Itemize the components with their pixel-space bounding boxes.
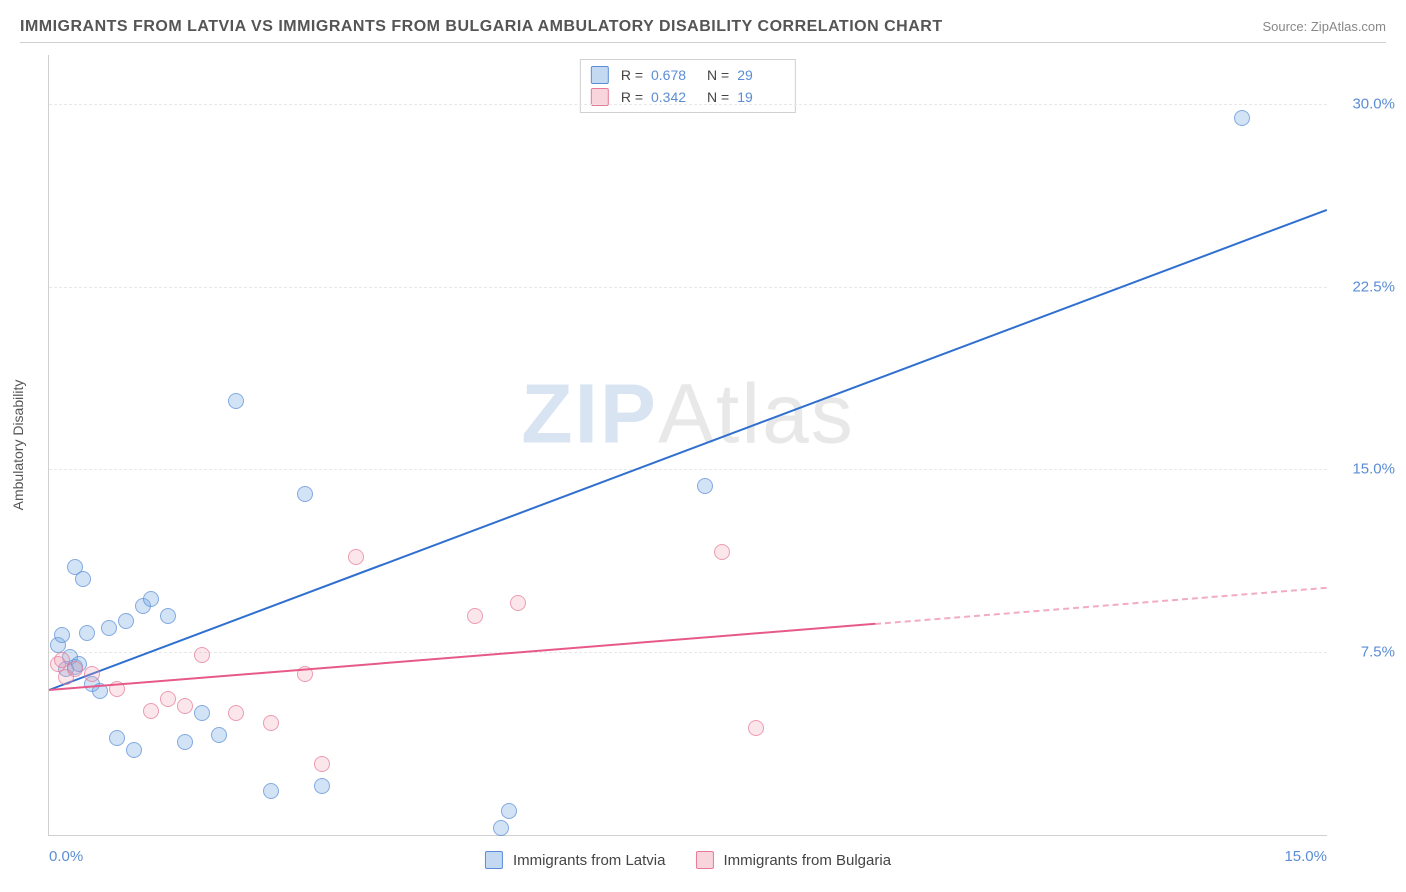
point-latvia bbox=[67, 559, 83, 575]
point-latvia bbox=[697, 478, 713, 494]
point-latvia bbox=[501, 803, 517, 819]
gridline bbox=[49, 287, 1327, 288]
series-legend: Immigrants from Latvia Immigrants from B… bbox=[485, 851, 891, 869]
point-bulgaria bbox=[467, 608, 483, 624]
point-latvia bbox=[211, 727, 227, 743]
point-bulgaria bbox=[228, 705, 244, 721]
gridline bbox=[49, 469, 1327, 470]
point-bulgaria bbox=[177, 698, 193, 714]
gridline bbox=[49, 652, 1327, 653]
point-bulgaria bbox=[84, 666, 100, 682]
point-latvia bbox=[109, 730, 125, 746]
x-tick-label: 15.0% bbox=[1284, 848, 1327, 865]
point-bulgaria bbox=[194, 647, 210, 663]
point-bulgaria bbox=[67, 661, 83, 677]
legend-item-latvia: Immigrants from Latvia bbox=[485, 851, 666, 869]
scatter-plot: ZIPAtlas R = 0.678 N = 29 R = 0.342 N = … bbox=[48, 55, 1327, 836]
trendline-bulgaria bbox=[49, 623, 876, 691]
y-tick-label: 7.5% bbox=[1335, 644, 1395, 661]
point-latvia bbox=[101, 620, 117, 636]
point-bulgaria bbox=[263, 715, 279, 731]
chart-source: Source: ZipAtlas.com bbox=[1262, 19, 1386, 34]
trendline-bulgaria-extrapolated bbox=[875, 586, 1327, 624]
chart-title: IMMIGRANTS FROM LATVIA VS IMMIGRANTS FRO… bbox=[20, 18, 943, 36]
point-latvia bbox=[54, 627, 70, 643]
legend-item-bulgaria: Immigrants from Bulgaria bbox=[695, 851, 891, 869]
point-latvia bbox=[177, 734, 193, 750]
point-latvia bbox=[126, 742, 142, 758]
point-bulgaria bbox=[714, 544, 730, 560]
point-latvia bbox=[79, 625, 95, 641]
point-latvia bbox=[314, 778, 330, 794]
x-tick-label: 0.0% bbox=[49, 848, 83, 865]
y-tick-label: 30.0% bbox=[1335, 95, 1395, 112]
stats-legend: R = 0.678 N = 29 R = 0.342 N = 19 bbox=[580, 59, 796, 113]
point-bulgaria bbox=[160, 691, 176, 707]
point-latvia bbox=[143, 591, 159, 607]
point-latvia bbox=[493, 820, 509, 836]
gridline bbox=[49, 104, 1327, 105]
swatch-latvia-icon bbox=[591, 66, 609, 84]
swatch-latvia-icon bbox=[485, 851, 503, 869]
point-latvia bbox=[194, 705, 210, 721]
point-latvia bbox=[118, 613, 134, 629]
point-bulgaria bbox=[348, 549, 364, 565]
point-latvia bbox=[263, 783, 279, 799]
point-latvia bbox=[228, 393, 244, 409]
stats-row-latvia: R = 0.678 N = 29 bbox=[591, 64, 785, 86]
y-axis-label: Ambulatory Disability bbox=[10, 380, 26, 511]
point-latvia bbox=[1234, 110, 1250, 126]
point-bulgaria bbox=[54, 652, 70, 668]
point-bulgaria bbox=[510, 595, 526, 611]
trendline-latvia bbox=[49, 209, 1328, 691]
y-tick-label: 15.0% bbox=[1335, 461, 1395, 478]
swatch-bulgaria-icon bbox=[695, 851, 713, 869]
point-bulgaria bbox=[143, 703, 159, 719]
point-latvia bbox=[297, 486, 313, 502]
y-tick-label: 22.5% bbox=[1335, 278, 1395, 295]
point-bulgaria bbox=[314, 756, 330, 772]
chart-area: Ambulatory Disability ZIPAtlas R = 0.678… bbox=[48, 55, 1326, 835]
chart-header: IMMIGRANTS FROM LATVIA VS IMMIGRANTS FRO… bbox=[20, 18, 1386, 43]
point-bulgaria bbox=[748, 720, 764, 736]
point-latvia bbox=[160, 608, 176, 624]
